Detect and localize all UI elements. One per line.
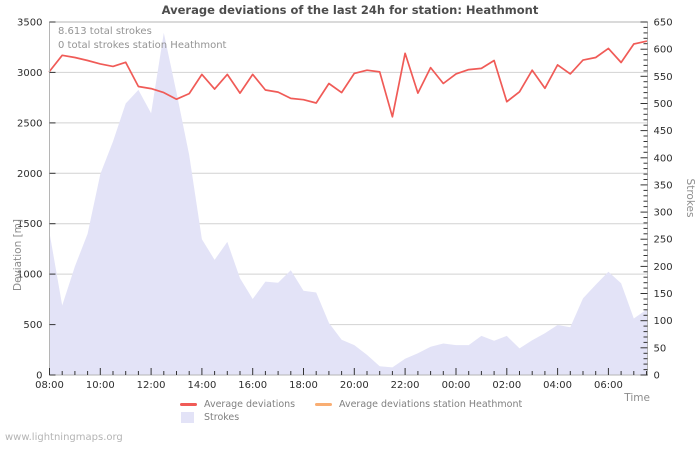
svg-text:400: 400 [654,153,673,164]
svg-text:200: 200 [654,262,673,273]
svg-text:1500: 1500 [17,219,42,230]
svg-text:04:00: 04:00 [543,380,572,391]
annotation-station-strokes: 0 total strokes station Heathmont [58,40,227,51]
svg-text:2000: 2000 [17,169,42,180]
svg-text:3500: 3500 [17,18,42,29]
svg-text:650: 650 [654,18,673,29]
svg-text:10:00: 10:00 [86,380,115,391]
svg-text:12:00: 12:00 [137,380,166,391]
svg-text:600: 600 [654,45,673,56]
svg-text:0: 0 [654,371,660,382]
svg-text:20:00: 20:00 [340,380,369,391]
svg-text:08:00: 08:00 [35,380,64,391]
left-axis-title: Deviation [m] [12,219,24,291]
watermark: www.lightningmaps.org [5,432,123,443]
legend-label-station-deviations: Average deviations station Heathmont [339,399,523,410]
annotation-total-strokes: 8.613 total strokes [58,26,152,37]
legend-label-average-deviations: Average deviations [204,399,296,410]
svg-text:00:00: 00:00 [442,380,471,391]
svg-text:2500: 2500 [17,118,42,129]
legend-swatch-station-deviations [315,403,332,406]
svg-text:02:00: 02:00 [492,380,521,391]
svg-text:22:00: 22:00 [391,380,420,391]
svg-text:300: 300 [654,208,673,219]
svg-text:3000: 3000 [17,68,42,79]
svg-text:150: 150 [654,289,673,300]
svg-text:100: 100 [654,316,673,327]
svg-text:250: 250 [654,235,673,246]
svg-text:500: 500 [23,320,42,331]
svg-text:550: 550 [654,72,673,83]
svg-text:500: 500 [654,99,673,110]
right-axis-title: Strokes [684,178,696,218]
svg-text:18:00: 18:00 [289,380,318,391]
svg-text:06:00: 06:00 [594,380,623,391]
svg-text:350: 350 [654,180,673,191]
legend-label-strokes: Strokes [204,412,240,423]
legend-swatch-average-deviations [180,403,197,406]
svg-text:1000: 1000 [17,270,42,281]
chart-title: Average deviations of the last 24h for s… [161,3,539,17]
svg-text:16:00: 16:00 [238,380,267,391]
svg-text:0: 0 [36,371,42,382]
svg-text:450: 450 [654,126,673,137]
svg-text:14:00: 14:00 [187,380,216,391]
legend-swatch-strokes [181,412,194,423]
x-axis-title: Time [624,392,650,404]
svg-text:50: 50 [654,343,667,354]
